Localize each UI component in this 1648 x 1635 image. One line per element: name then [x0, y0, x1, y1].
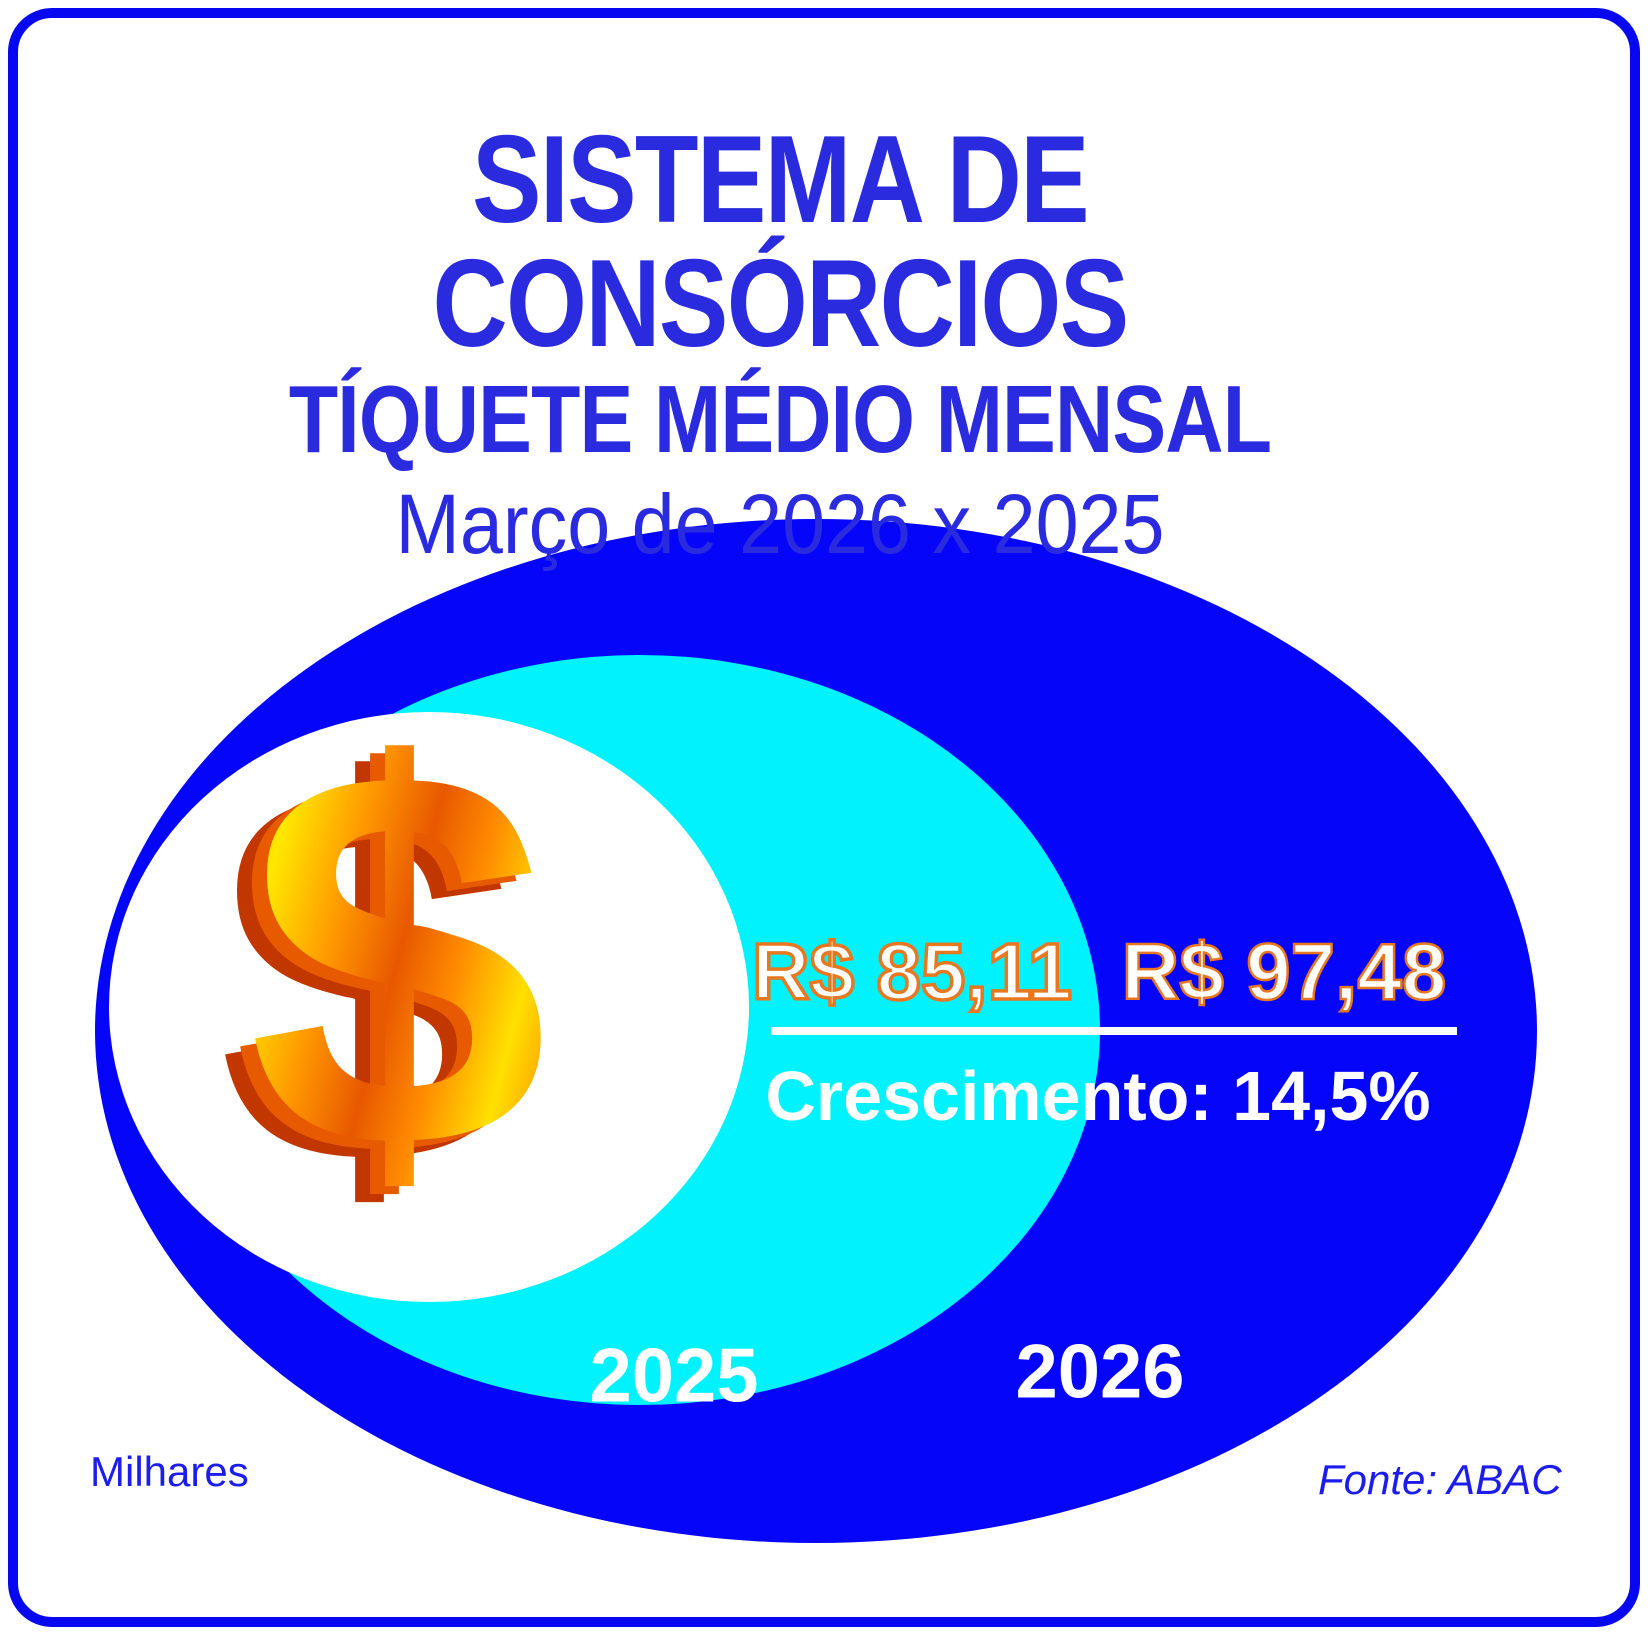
- page-title: SISTEMA DE CONSÓRCIOS: [432, 111, 1129, 373]
- period-label: Março de 2026 x 2025: [395, 477, 1165, 571]
- year-label-2025: 2025: [589, 1333, 759, 1419]
- divider-line: [771, 1027, 1457, 1035]
- source-note: Fonte: ABAC: [1318, 1456, 1562, 1503]
- center-white-disc: [109, 712, 749, 1302]
- value-2025: R$ 85,11: [750, 925, 1074, 1018]
- dollar-face: $: [248, 658, 549, 1261]
- page-subtitle: TÍQUETE MÉDIO MENSAL: [288, 366, 1272, 473]
- dollar-extrusion-mid: $: [233, 698, 533, 1238]
- unit-note: Milhares: [90, 1448, 249, 1495]
- year-label-2026: 2026: [1015, 1329, 1185, 1415]
- title-block: SISTEMA DE CONSÓRCIOS TÍQUETE MÉDIO MENS…: [0, 118, 1560, 566]
- growth-label: Crescimento: 14,5%: [765, 1057, 1431, 1135]
- value-2026: R$ 97,48: [1120, 926, 1447, 1018]
- dollar-extrusion-back: $: [218, 706, 518, 1246]
- dollar-sign-icon: $ $ $: [218, 690, 568, 1246]
